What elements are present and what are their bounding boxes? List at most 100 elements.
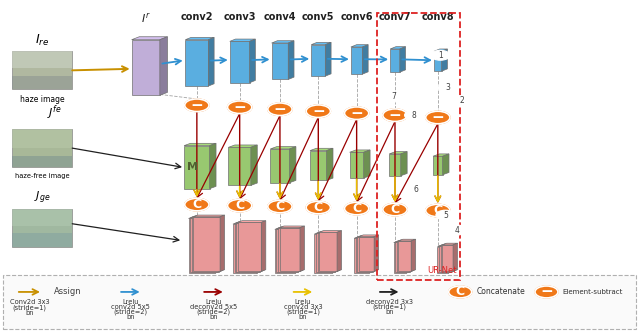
Circle shape <box>383 203 407 216</box>
Bar <box>394 243 406 273</box>
Circle shape <box>383 109 407 121</box>
Polygon shape <box>433 154 449 156</box>
Polygon shape <box>160 37 168 95</box>
Text: Element-subtract: Element-subtract <box>563 289 623 295</box>
Text: −: − <box>540 284 553 300</box>
Circle shape <box>438 83 458 93</box>
Bar <box>270 149 289 183</box>
Bar <box>442 245 453 271</box>
Polygon shape <box>389 152 407 154</box>
Bar <box>433 156 443 175</box>
Bar <box>390 49 400 72</box>
Text: 1: 1 <box>438 51 443 60</box>
Polygon shape <box>406 241 411 273</box>
Bar <box>399 241 411 271</box>
Polygon shape <box>220 215 225 271</box>
Bar <box>190 218 217 272</box>
Text: conv5: conv5 <box>302 12 335 22</box>
Bar <box>271 43 288 79</box>
Text: deconv2d 3x3: deconv2d 3x3 <box>365 299 413 305</box>
Circle shape <box>406 185 425 195</box>
Bar <box>310 151 326 180</box>
Bar <box>237 222 261 271</box>
Text: conv2d 5x5: conv2d 5x5 <box>111 304 150 310</box>
Text: conv7: conv7 <box>379 12 412 22</box>
Polygon shape <box>270 147 296 149</box>
Polygon shape <box>354 237 374 238</box>
Text: −: − <box>350 106 363 121</box>
Text: −: − <box>191 98 204 113</box>
Bar <box>12 209 72 226</box>
Bar <box>311 45 325 76</box>
Circle shape <box>228 199 252 212</box>
Polygon shape <box>357 236 377 237</box>
Text: −: − <box>273 102 286 117</box>
Circle shape <box>228 101 252 114</box>
Polygon shape <box>434 49 447 51</box>
Polygon shape <box>332 232 337 273</box>
Polygon shape <box>362 45 368 74</box>
Text: (stride=1): (stride=1) <box>286 309 320 315</box>
Text: $J^{fe}$: $J^{fe}$ <box>47 103 62 122</box>
Text: M: M <box>187 162 198 172</box>
Polygon shape <box>209 37 214 86</box>
Polygon shape <box>260 221 264 272</box>
Polygon shape <box>234 222 262 223</box>
Polygon shape <box>261 221 266 271</box>
Polygon shape <box>295 228 300 273</box>
Polygon shape <box>271 41 294 43</box>
Text: conv8: conv8 <box>422 12 454 22</box>
Polygon shape <box>210 143 216 189</box>
Bar <box>349 152 364 178</box>
Text: −: − <box>388 108 401 123</box>
Polygon shape <box>390 47 406 49</box>
Text: conv2d 3x3: conv2d 3x3 <box>284 304 323 310</box>
Circle shape <box>426 204 450 217</box>
Bar <box>377 13 460 280</box>
Polygon shape <box>317 231 340 233</box>
Bar <box>438 247 449 273</box>
Text: 2: 2 <box>460 96 465 106</box>
Text: Concatenate: Concatenate <box>476 287 525 297</box>
Polygon shape <box>396 240 413 242</box>
Polygon shape <box>289 147 296 183</box>
Circle shape <box>535 286 558 298</box>
Bar <box>234 223 258 272</box>
Polygon shape <box>310 148 333 151</box>
Polygon shape <box>356 236 376 238</box>
Bar <box>359 237 374 271</box>
Bar <box>184 146 210 189</box>
Bar <box>236 223 260 272</box>
Polygon shape <box>349 150 370 152</box>
Text: 8: 8 <box>412 111 417 120</box>
Bar <box>228 147 251 185</box>
Text: (stride=2): (stride=2) <box>113 309 147 315</box>
Bar <box>12 129 72 148</box>
Text: C: C <box>275 200 285 213</box>
Polygon shape <box>443 154 449 175</box>
Text: $J_{ge}$: $J_{ge}$ <box>34 189 50 206</box>
Text: C: C <box>314 201 323 214</box>
Text: −: − <box>234 100 246 115</box>
Text: Lrelu: Lrelu <box>205 299 221 305</box>
Polygon shape <box>400 47 406 72</box>
Bar <box>12 156 72 167</box>
Polygon shape <box>237 221 266 222</box>
Polygon shape <box>189 217 220 218</box>
Polygon shape <box>442 49 447 71</box>
Text: C: C <box>433 204 442 217</box>
Polygon shape <box>410 240 414 272</box>
Text: C: C <box>390 203 399 216</box>
Polygon shape <box>217 216 221 272</box>
Bar <box>186 40 209 86</box>
Bar <box>351 47 362 74</box>
Text: (stride=1): (stride=1) <box>12 305 47 311</box>
Polygon shape <box>311 42 331 45</box>
Polygon shape <box>335 231 340 272</box>
Polygon shape <box>442 243 458 245</box>
Text: 6: 6 <box>413 185 418 194</box>
Polygon shape <box>132 37 168 40</box>
Bar <box>396 242 408 272</box>
Polygon shape <box>186 37 214 40</box>
Polygon shape <box>325 42 331 76</box>
